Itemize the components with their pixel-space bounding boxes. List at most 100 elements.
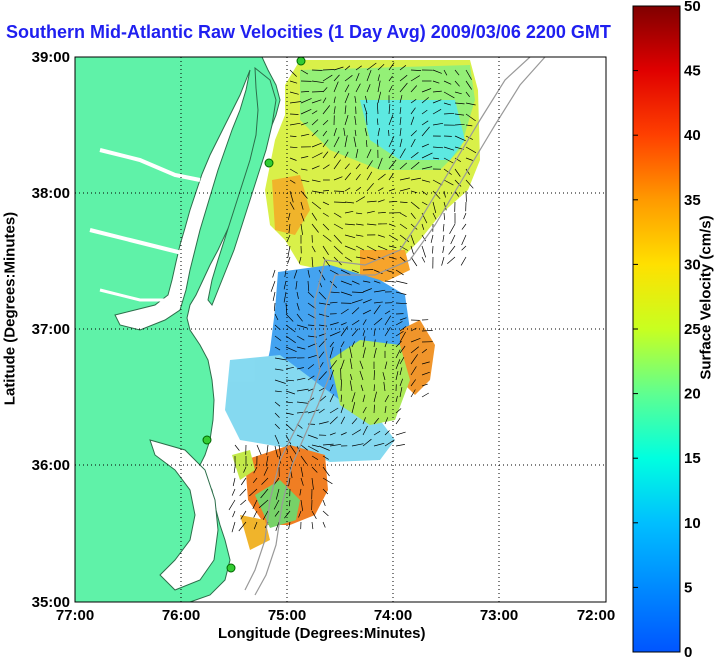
vector-arrow [296,367,304,370]
vector-arrow [388,149,396,159]
vector-arrow [377,80,381,93]
vector-arrow [285,324,296,333]
vector-arrow [288,521,291,530]
vector-arrow [410,85,418,93]
vector-arrow [355,234,364,237]
vector-arrow [388,173,394,181]
vector-arrow [373,289,386,293]
vector-arrow [351,418,358,425]
vector-arrow [399,212,407,218]
vector-arrow [432,90,442,93]
vector-arrow [421,152,433,159]
vector-arrow [274,510,280,517]
vector-arrow [340,404,345,414]
vector-arrow [285,346,297,353]
vector-arrow [318,351,325,359]
station-markers [202,57,306,573]
vector-arrow [329,280,338,288]
vector-arrow [329,416,338,425]
vector-arrow [421,392,429,398]
vector-arrow [354,115,357,126]
vector-arrow [289,157,297,161]
vector-arrow [460,256,467,266]
vector-arrow [285,335,296,344]
vector-arrow [384,310,391,315]
vector-arrow [443,146,455,151]
vector-arrow [395,331,404,337]
vector-arrow [351,320,360,326]
vector-arrow [377,212,386,214]
vector-arrow [296,388,309,392]
station-marker [226,563,236,573]
vector-arrow [322,234,332,242]
vector-arrow [322,510,329,517]
vector-arrow [286,234,291,243]
vector-arrow [421,223,425,230]
vector-arrow [322,151,329,159]
vector-arrow [322,120,329,126]
vector-arrow [395,444,405,447]
vector-arrow [366,256,376,261]
vector-arrow [344,172,352,181]
vector-arrow [384,417,389,425]
vector-arrow [231,521,236,533]
vector-arrow [399,201,408,203]
vector-arrow [354,96,357,104]
vector-arrow [351,291,364,293]
vector-arrow [351,280,360,285]
vector-arrow [362,299,372,304]
x-axis-label: Longitude (Degrees:Minutes) [218,625,426,642]
vector-arrow [285,366,294,370]
vector-arrow [373,317,383,326]
vector-arrow [318,371,327,381]
vector-arrow [289,455,294,464]
vector-arrow [355,212,363,215]
vector-arrow [373,404,375,414]
vector-arrow [300,133,310,137]
vector-arrow [377,139,379,148]
vector-arrow [265,455,269,467]
vector-arrow [344,223,355,226]
vector-arrow [234,444,240,451]
vector-arrow [373,347,377,359]
vector-arrow [349,380,353,392]
vector-arrow [432,69,442,74]
vector-arrow [384,430,390,436]
vector-arrow [260,488,269,499]
vector-arrow [388,114,394,126]
vector-arrow [318,291,327,300]
vector-arrow [273,477,280,486]
vector-arrow [285,390,296,395]
vector-arrow [296,335,305,341]
vector-arrow [322,455,329,460]
vector-arrow [329,269,339,275]
vector-arrow [362,438,372,447]
vector-arrow [373,430,381,436]
plot-frame [74,56,607,603]
sound [149,439,219,591]
vector-arrow [465,102,476,106]
vector-arrow [410,212,416,220]
vector-arrow [454,135,466,142]
vector-arrow [377,245,388,251]
vector-arrow [289,69,297,77]
vector-arrow [399,65,407,71]
vector-arrow [442,245,445,253]
vector-arrow [344,114,349,126]
vector-arrow [253,466,258,474]
vector-arrow [465,69,472,80]
vector-arrow [340,432,347,436]
vector-arrow [465,168,470,175]
vector-arrow [454,179,462,187]
vector-arrow [318,313,330,318]
vector-arrow [333,159,341,170]
vector-arrow [373,328,376,337]
vector-arrow [410,223,418,230]
vector-arrow [322,74,333,82]
vector-arrow [275,488,280,500]
vector-arrow [355,148,359,159]
vector-arrow [344,256,353,262]
vector-arrow [362,417,366,425]
vector-arrow [377,91,382,104]
vector-arrow [289,135,297,137]
